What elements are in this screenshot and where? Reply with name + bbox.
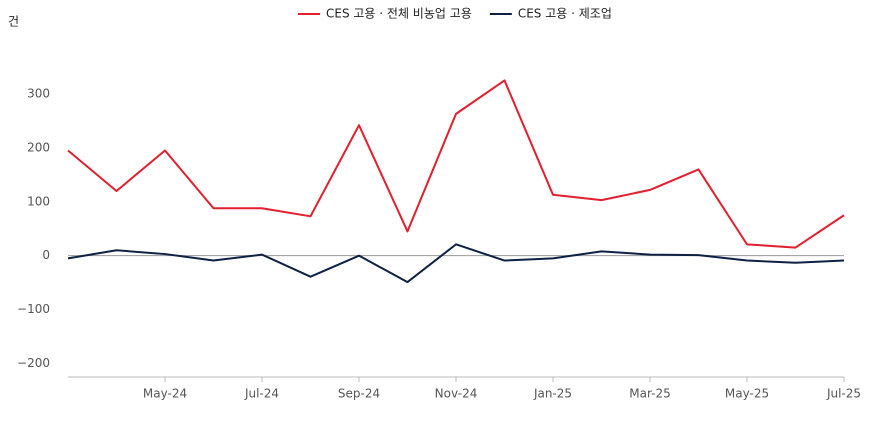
y-tick-label: −200 <box>17 356 50 370</box>
y-tick-label: 100 <box>27 194 50 208</box>
x-tick-label: Jan-25 <box>533 387 572 401</box>
y-tick-label: 200 <box>27 140 50 154</box>
x-tick-label: May-24 <box>143 387 187 401</box>
series-line <box>67 79 845 249</box>
x-tick-label: Mar-25 <box>629 387 670 401</box>
unit-label: 건 <box>8 15 19 29</box>
legend-label: CES 고용 · 제조업 <box>518 7 612 21</box>
y-tick-label: 300 <box>27 86 50 100</box>
legend-label: CES 고용 · 전체 비농업 고용 <box>326 7 472 21</box>
x-tick-label: Sep-24 <box>338 387 380 401</box>
x-tick-label: May-25 <box>725 387 769 401</box>
x-tick-label: Jul-25 <box>826 387 861 401</box>
y-tick-label: −100 <box>17 302 50 316</box>
series-line <box>67 243 845 284</box>
x-tick-label: Jul-24 <box>244 387 279 401</box>
y-tick-label: 0 <box>42 248 50 262</box>
x-tick-label: Nov-24 <box>435 387 478 401</box>
